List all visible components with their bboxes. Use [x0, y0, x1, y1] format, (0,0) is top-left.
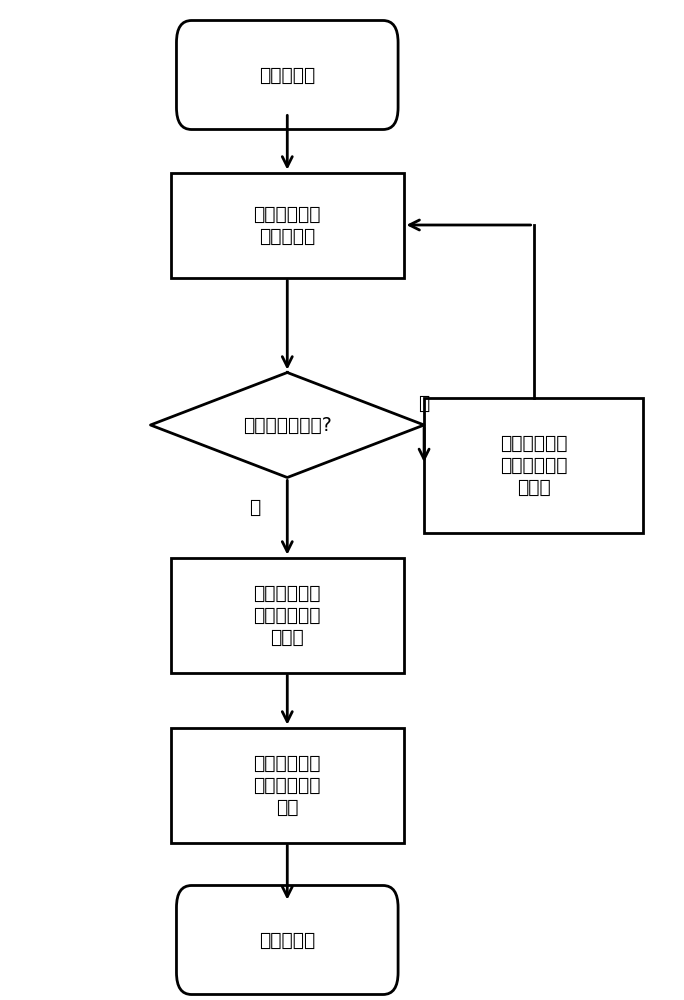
Text: 是: 是	[249, 498, 260, 517]
Text: 输入故障诊断
系统提供决策
支持: 输入故障诊断 系统提供决策 支持	[254, 754, 321, 816]
FancyBboxPatch shape	[176, 886, 398, 994]
Text: 否: 否	[419, 394, 430, 413]
Bar	[424, 397, 643, 532]
Bar	[171, 172, 404, 277]
Text: 总流程开始: 总流程开始	[259, 66, 315, 85]
Bar	[171, 558, 404, 672]
Text: 反馈给任务分
发器继续分发
子任务: 反馈给任务分 发器继续分发 子任务	[500, 434, 567, 496]
Text: 发往割集解析
器解析得到最
小割集: 发往割集解析 器解析得到最 小割集	[254, 584, 321, 647]
FancyBboxPatch shape	[176, 20, 398, 129]
Text: 复杂系统故障
树模型解析: 复杂系统故障 树模型解析	[254, 205, 321, 245]
Text: 总流程结束: 总流程结束	[259, 930, 315, 950]
Bar	[171, 728, 404, 842]
Polygon shape	[150, 372, 424, 478]
Text: 顶节点处理完毕?: 顶节点处理完毕?	[243, 416, 332, 434]
